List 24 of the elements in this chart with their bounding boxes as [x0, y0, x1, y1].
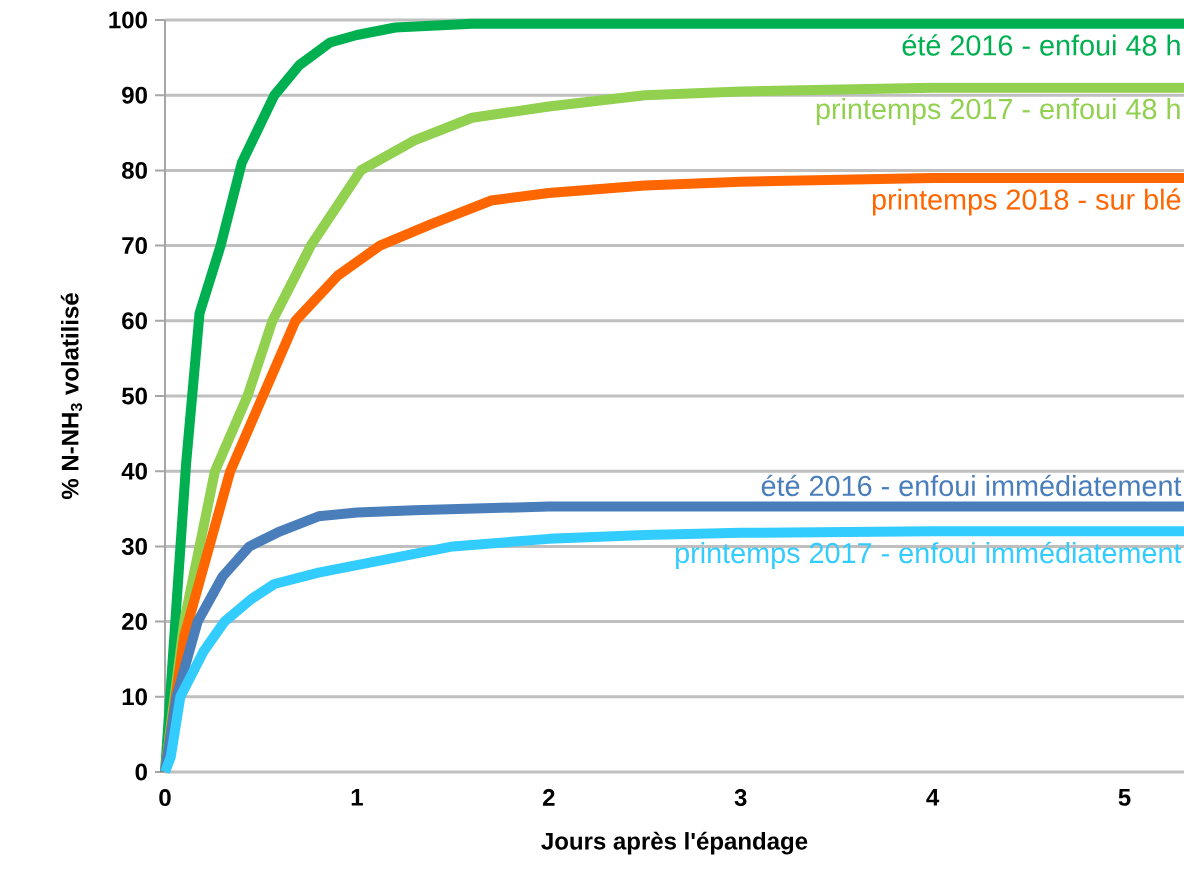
y-tick-label: 50 [122, 387, 147, 405]
x-tick-label: 1 [351, 789, 363, 806]
x-tick-label: 4 [926, 789, 940, 806]
x-tick-label: 3 [734, 789, 747, 807]
series-label: printemps 2017 - enfoui 48 h [816, 98, 1180, 125]
series-label: été 2016 - enfoui 48 h [902, 34, 1180, 56]
y-tick-label: 0 [135, 763, 147, 781]
y-tick-label: 20 [122, 613, 147, 631]
y-tick-label: 70 [122, 237, 147, 255]
x-axis-title: Jours après l'épandage [541, 831, 808, 855]
series-label: printemps 2018 - sur blé [872, 188, 1181, 216]
x-tick-label: 0 [159, 789, 171, 807]
y-tick-label: 80 [122, 161, 147, 179]
y-tick-label: 100 [109, 11, 147, 29]
y-tick-label: 30 [121, 537, 147, 555]
y-axis-title: % N-NH$_{3}$ volatilisé [60, 293, 83, 500]
y-tick-label: 60 [122, 312, 147, 330]
y-tick-label: 40 [121, 462, 147, 480]
x-tick-label: 5 [1118, 789, 1131, 806]
series-label: été 2016 - enfoui immédiatement [761, 474, 1182, 497]
series-label: printemps 2017 - enfoui immédiatement [675, 541, 1182, 569]
x-tick-label: 2 [542, 789, 555, 806]
y-tick-label: 90 [122, 86, 147, 104]
y-tick-label: 10 [122, 688, 147, 706]
